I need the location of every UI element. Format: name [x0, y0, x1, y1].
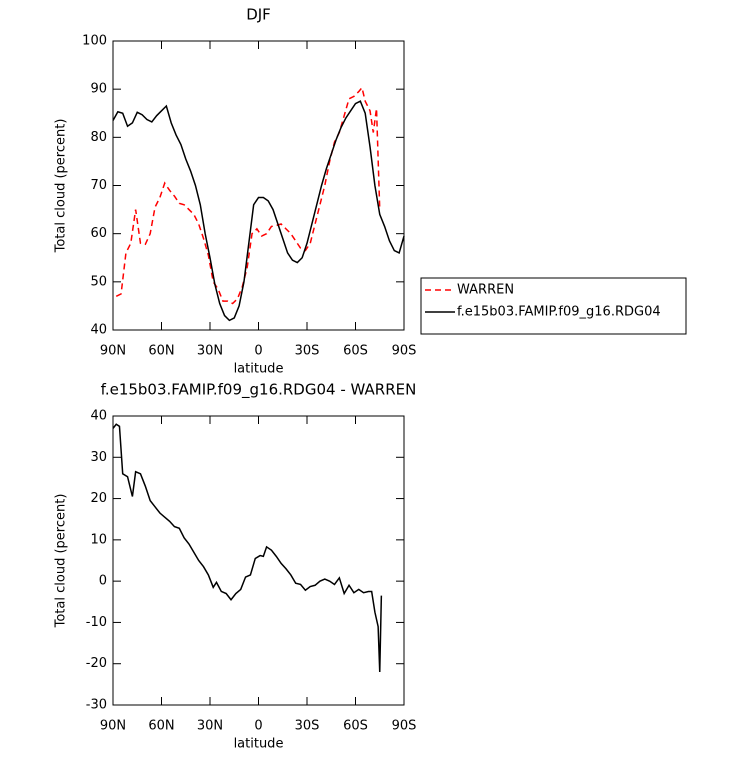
x-axis-label: latitude — [234, 362, 284, 377]
y-tick-label: 100 — [82, 34, 107, 49]
y-tick-label: -10 — [86, 615, 107, 630]
x-tick-label: 30N — [197, 719, 223, 734]
y-tick-label: -20 — [86, 656, 107, 671]
y-tick-label: 0 — [99, 574, 107, 589]
y-tick-label: 40 — [90, 409, 107, 424]
series-line — [115, 86, 381, 305]
plot-frame — [112, 415, 405, 706]
x-axis-label: latitude — [234, 737, 284, 752]
y-tick-label: -30 — [86, 698, 107, 713]
series-line — [112, 100, 405, 322]
x-tick-label: 30S — [295, 719, 320, 734]
x-tick-label: 0 — [254, 719, 262, 734]
x-tick-label: 30N — [197, 344, 223, 359]
x-tick-label: 60N — [148, 719, 174, 734]
legend-box — [420, 277, 687, 335]
plot-frame — [112, 40, 405, 331]
y-tick-label: 50 — [90, 274, 107, 289]
x-tick-label: 90S — [392, 344, 417, 359]
y-tick-label: 60 — [90, 226, 107, 241]
x-tick-label: 90N — [100, 344, 126, 359]
chart-title: DJF — [246, 6, 271, 24]
x-tick-label: 60S — [343, 719, 368, 734]
x-tick-label: 60S — [343, 344, 368, 359]
y-tick-label: 70 — [90, 178, 107, 193]
y-tick-label: 30 — [90, 450, 107, 465]
x-tick-label: 90S — [392, 719, 417, 734]
x-tick-label: 0 — [254, 344, 262, 359]
series-line — [112, 423, 383, 672]
y-tick-label: 90 — [90, 82, 107, 97]
chart-title: f.e15b03.FAMIP.f09_g16.RDG04 - WARREN — [101, 381, 417, 400]
y-tick-label: 80 — [90, 130, 107, 145]
y-axis-label: Total cloud (percent) — [54, 494, 69, 629]
y-tick-label: 40 — [90, 323, 107, 338]
y-tick-label: 20 — [90, 491, 107, 506]
legend-label: WARREN — [457, 283, 514, 298]
x-tick-label: 90N — [100, 719, 126, 734]
y-axis-label: Total cloud (percent) — [54, 119, 69, 254]
y-tick-label: 10 — [90, 532, 107, 547]
x-tick-label: 30S — [295, 344, 320, 359]
x-tick-label: 60N — [148, 344, 174, 359]
legend-label: f.e15b03.FAMIP.f09_g16.RDG04 — [457, 305, 661, 320]
